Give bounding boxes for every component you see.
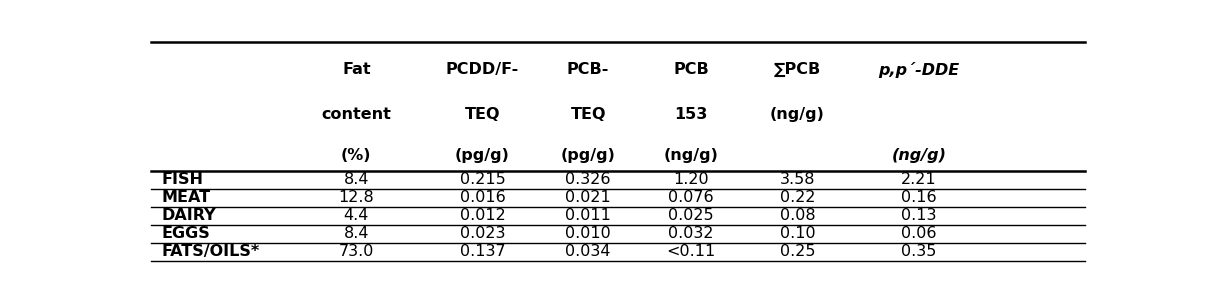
Text: 0.08: 0.08: [780, 208, 815, 223]
Text: 0.034: 0.034: [566, 244, 611, 259]
Text: 0.016: 0.016: [459, 190, 505, 205]
Text: (ng/g): (ng/g): [771, 107, 825, 122]
Text: 0.021: 0.021: [566, 190, 611, 205]
Text: 0.13: 0.13: [901, 208, 937, 223]
Text: 73.0: 73.0: [339, 244, 374, 259]
Text: FISH: FISH: [162, 172, 204, 187]
Text: TEQ: TEQ: [464, 107, 500, 122]
Text: 0.22: 0.22: [780, 190, 815, 205]
Text: TEQ: TEQ: [570, 107, 605, 122]
Text: 8.4: 8.4: [344, 172, 369, 187]
Text: 0.25: 0.25: [780, 244, 815, 259]
Text: (%): (%): [341, 148, 371, 163]
Text: 0.010: 0.010: [566, 226, 611, 241]
Text: 1.20: 1.20: [673, 172, 709, 187]
Text: 0.076: 0.076: [668, 190, 714, 205]
Text: DAIRY: DAIRY: [162, 208, 217, 223]
Text: Fat: Fat: [343, 62, 370, 77]
Text: PCB: PCB: [673, 62, 709, 77]
Text: 3.58: 3.58: [780, 172, 815, 187]
Text: (ng/g): (ng/g): [663, 148, 719, 163]
Text: 0.025: 0.025: [668, 208, 714, 223]
Text: ∑PCB: ∑PCB: [774, 62, 821, 77]
Text: <0.11: <0.11: [667, 244, 715, 259]
Text: 0.326: 0.326: [566, 172, 611, 187]
Text: 0.023: 0.023: [459, 226, 505, 241]
Text: MEAT: MEAT: [162, 190, 211, 205]
Text: 0.16: 0.16: [901, 190, 937, 205]
Text: (pg/g): (pg/g): [455, 148, 510, 163]
Text: (pg/g): (pg/g): [561, 148, 615, 163]
Text: (ng/g): (ng/g): [891, 148, 947, 163]
Text: PCB-: PCB-: [567, 62, 609, 77]
Text: 0.012: 0.012: [459, 208, 505, 223]
Text: 0.06: 0.06: [901, 226, 937, 241]
Text: 0.011: 0.011: [566, 208, 611, 223]
Text: PCDD/F-: PCDD/F-: [446, 62, 519, 77]
Text: 0.032: 0.032: [668, 226, 714, 241]
Text: content: content: [322, 107, 391, 122]
Text: 8.4: 8.4: [344, 226, 369, 241]
Text: 2.21: 2.21: [901, 172, 937, 187]
Text: FATS/OILS*: FATS/OILS*: [162, 244, 260, 259]
Text: p,p´-DDE: p,p´-DDE: [878, 62, 960, 78]
Text: 0.35: 0.35: [901, 244, 937, 259]
Text: 153: 153: [674, 107, 708, 122]
Text: 0.10: 0.10: [780, 226, 815, 241]
Text: 0.215: 0.215: [459, 172, 505, 187]
Text: 4.4: 4.4: [344, 208, 369, 223]
Text: 12.8: 12.8: [339, 190, 374, 205]
Text: EGGS: EGGS: [162, 226, 211, 241]
Text: 0.137: 0.137: [459, 244, 505, 259]
